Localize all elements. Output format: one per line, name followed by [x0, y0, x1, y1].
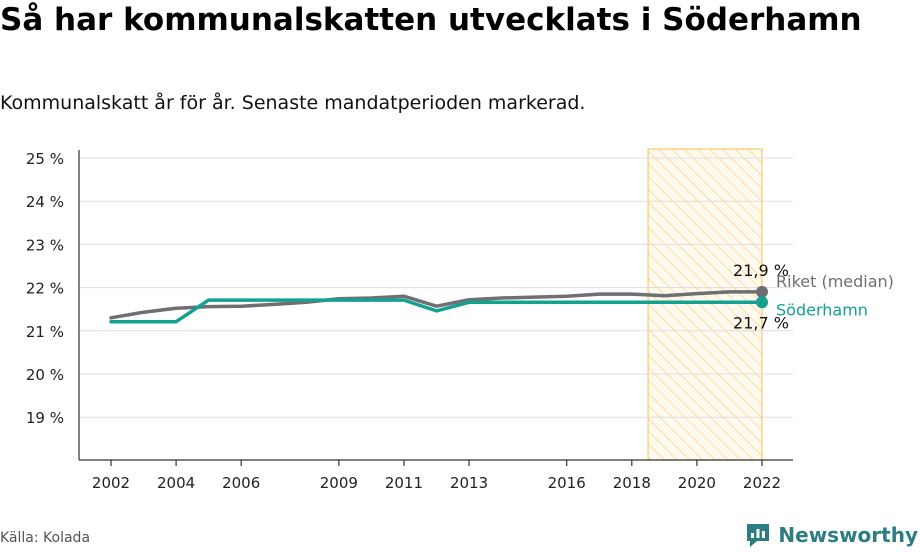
- logo-wordmark: Newsworthy: [778, 523, 918, 547]
- y-tick-label: 23 %: [26, 236, 64, 254]
- y-tick-label: 19 %: [26, 409, 64, 427]
- riket-value-label: 21,9 %: [733, 261, 789, 280]
- riket-median-line: [109, 290, 764, 320]
- x-tick-label: 2018: [613, 474, 651, 492]
- chart-subtitle: Kommunalskatt år för år. Senaste mandatp…: [0, 92, 586, 114]
- riket-median-endpoint: [756, 285, 768, 298]
- label-layer: 21,9 %Riket (median) 21,7 %Söderhamn: [733, 261, 894, 332]
- x-tick-label: 2022: [743, 474, 781, 492]
- soderhamn-endpoint: [756, 296, 768, 309]
- highlight-period: [647, 148, 763, 461]
- y-tick-label: 21 %: [26, 323, 64, 341]
- newsworthy-logo[interactable]: Newsworthy: [744, 519, 918, 551]
- y-tick-label: 24 %: [26, 193, 64, 211]
- x-tick-label: 2013: [450, 474, 488, 492]
- chart-title: Så har kommunalskatten utvecklats i Söde…: [0, 2, 862, 38]
- y-tick-label: 22 %: [26, 280, 64, 298]
- x-tick-label: 2011: [385, 474, 423, 492]
- series-layer: [109, 285, 768, 324]
- x-tick-label: 2004: [157, 474, 195, 492]
- x-tick-label: 2009: [320, 474, 358, 492]
- axis-layer: 2002 2004 2006 2009 2011 2013 2016 2018 2020 2022: [78, 150, 793, 492]
- soderhamn-line: [109, 298, 764, 324]
- x-tick-label: 2016: [548, 474, 586, 492]
- riket-series-label: Riket (median): [776, 272, 894, 291]
- soderhamn-value-label: 21,7 %: [733, 313, 789, 332]
- x-tick-label: 2020: [678, 474, 716, 492]
- bar-chart-logo-icon: [747, 524, 770, 547]
- x-tick-label: 2002: [92, 474, 130, 492]
- y-tick-label: 25 %: [26, 150, 64, 168]
- grid-layer: 19 % 20 % 21 % 22 % 23 % 24 % 25 %: [26, 150, 793, 427]
- source-note: Källa: Kolada: [0, 530, 91, 546]
- x-tick-label: 2006: [222, 474, 260, 492]
- y-tick-label: 20 %: [26, 366, 64, 384]
- highlight-layer: [647, 148, 763, 461]
- soderhamn-series-label: Söderhamn: [776, 300, 868, 319]
